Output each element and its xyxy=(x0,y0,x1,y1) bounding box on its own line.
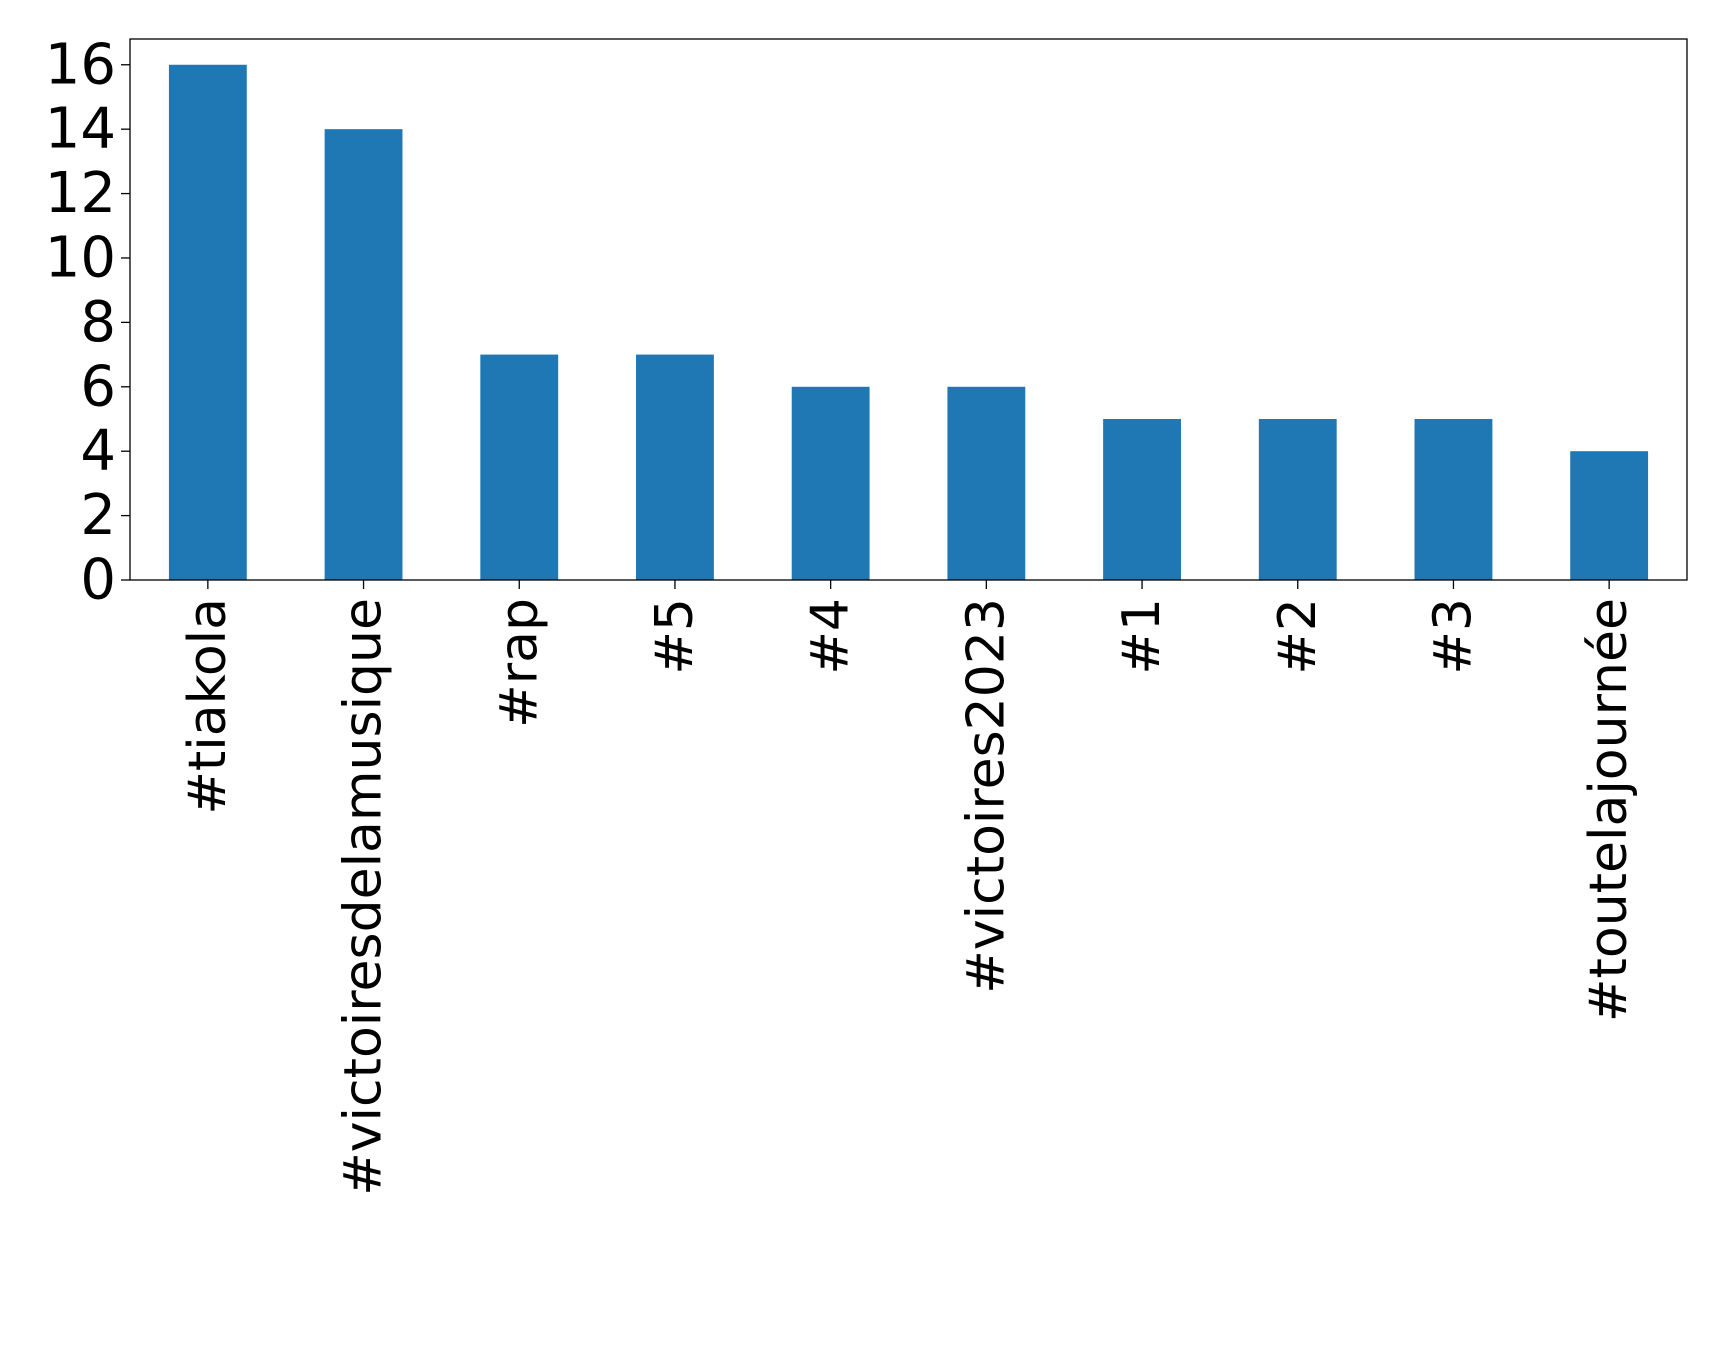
x-tick-label: #victoiresdelamusique xyxy=(334,598,394,1196)
bar-0 xyxy=(168,64,247,580)
bar-1 xyxy=(324,129,403,580)
x-tick-label: #1 xyxy=(1112,598,1172,675)
y-tick-label: 12 xyxy=(45,161,116,226)
bar-8 xyxy=(1414,418,1493,580)
bar-4 xyxy=(791,386,870,580)
y-tick-label: 8 xyxy=(80,290,116,355)
x-tick-label: #3 xyxy=(1423,598,1483,675)
bar-6 xyxy=(1103,418,1181,580)
x-tick-label: #victoires2023 xyxy=(956,598,1016,994)
bar-7 xyxy=(1258,418,1337,580)
x-tick-label: #tiakola xyxy=(178,598,238,815)
x-axis: #tiakola #victoiresdelamusique #rap #5 #4 #vi… xyxy=(178,580,1639,1196)
y-tick-label: 10 xyxy=(45,225,116,290)
y-tick-label: 4 xyxy=(80,419,116,484)
x-tick-label: #2 xyxy=(1268,598,1328,675)
y-tick-label: 2 xyxy=(80,483,116,548)
y-tick-label: 0 xyxy=(80,548,116,613)
y-tick-label: 16 xyxy=(45,32,116,97)
bar-5 xyxy=(947,386,1026,580)
y-tick-label: 14 xyxy=(45,97,116,162)
bar-9 xyxy=(1570,451,1649,580)
x-tick-label: #rap xyxy=(489,598,549,728)
y-tick-label: 6 xyxy=(80,354,116,419)
bars-group xyxy=(168,64,1649,580)
bar-2 xyxy=(480,354,559,580)
x-tick-label: #4 xyxy=(801,598,861,675)
x-tick-label: #5 xyxy=(645,598,705,675)
bar-3 xyxy=(636,354,714,580)
x-tick-label: #toutelajournée xyxy=(1579,598,1639,1022)
plot-frame xyxy=(129,38,1688,581)
